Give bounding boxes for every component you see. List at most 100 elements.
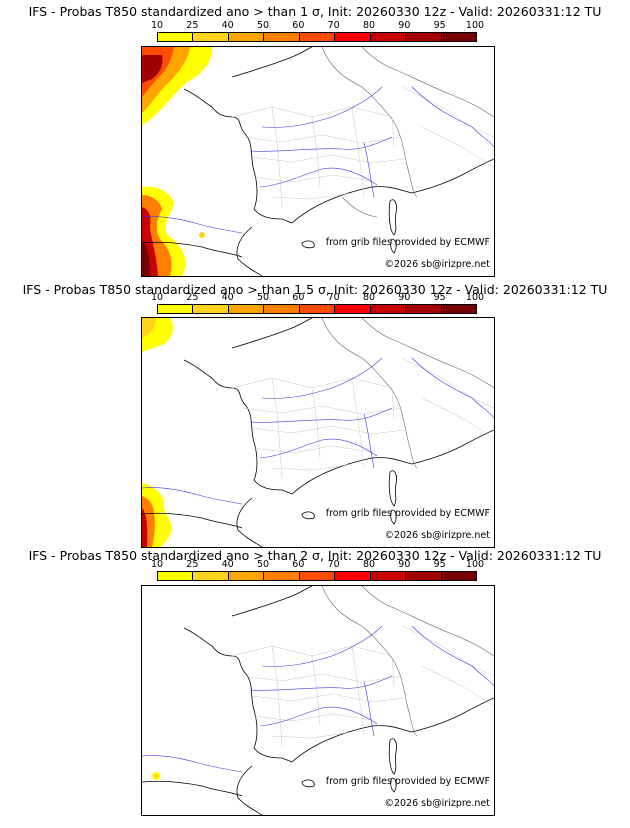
colorbar-segment <box>406 33 442 41</box>
colorbar-segment <box>335 33 371 41</box>
admin-boundaries <box>401 357 494 439</box>
colorbar-tick-label: 95 <box>433 559 446 570</box>
border-line <box>321 318 418 469</box>
colorbar-tick-label: 100 <box>465 20 485 31</box>
colorbar-segment <box>441 305 476 313</box>
colorbar-segment <box>335 305 371 313</box>
map-panel-3: IFS - Probas T850 standardized ano > tha… <box>0 540 630 816</box>
colorbar-tick-label: 50 <box>256 20 270 31</box>
colorbar-tick-label: 70 <box>327 20 340 31</box>
coastline <box>183 627 293 763</box>
colorbar-tick-label: 60 <box>292 292 305 303</box>
colorbar-tick-label: 95 <box>433 292 446 303</box>
panel-title: IFS - Probas T850 standardized ano > tha… <box>22 282 608 297</box>
colorbar-segment <box>406 572 442 580</box>
colorbar-tick-label: 70 <box>327 559 340 570</box>
admin-boundaries <box>231 106 405 208</box>
river <box>411 357 494 419</box>
river <box>259 167 378 188</box>
panel-title: IFS - Probas T850 standardized ano > tha… <box>28 4 602 19</box>
colorbar-segment <box>370 33 407 41</box>
colorbar-tick-label: 100 <box>465 559 485 570</box>
border-line <box>321 586 418 737</box>
island-outline <box>301 240 315 249</box>
colorbar-segment <box>158 305 194 313</box>
map-drawing <box>142 47 494 276</box>
colorbar-segment <box>441 572 476 580</box>
panel-title: IFS - Probas T850 standardized ano > tha… <box>28 548 602 563</box>
colorbar-segment <box>299 33 336 41</box>
colorbar-segment <box>228 572 265 580</box>
colorbar-ticks: 10 25 40 50 60 70 80 90 95 100 <box>151 20 484 32</box>
colorbar-segment <box>264 33 300 41</box>
coastline <box>183 88 293 224</box>
colorbar-segment <box>228 305 265 313</box>
colorbar-tick-label: 10 <box>150 20 164 31</box>
coastline <box>236 226 263 276</box>
coastline <box>291 697 494 763</box>
colorbar-tick-label: 40 <box>221 20 234 31</box>
colorbar-tick-label: 40 <box>221 559 234 570</box>
coastline <box>291 158 494 224</box>
coastline <box>142 780 243 797</box>
admin-boundaries <box>231 645 405 747</box>
river <box>411 86 494 148</box>
river <box>363 681 375 737</box>
colorbar-ticks: 10 25 40 50 60 70 80 90 95 100 <box>151 559 484 571</box>
coastline <box>291 429 494 495</box>
colorbar-tick-label: 70 <box>327 292 340 303</box>
admin-boundaries <box>401 86 494 168</box>
river <box>249 675 393 691</box>
map-drawing <box>142 318 494 547</box>
admin-boundaries <box>231 377 405 479</box>
coastline <box>231 318 313 349</box>
river <box>249 136 393 152</box>
coastline <box>142 512 243 529</box>
colorbar-tick-label: 90 <box>398 20 411 31</box>
river <box>261 86 383 128</box>
border-line <box>361 47 494 118</box>
prob-shade-north <box>142 318 156 338</box>
colorbar-tick-label: 10 <box>150 292 164 303</box>
river <box>259 706 378 727</box>
colorbar-segment <box>299 572 336 580</box>
colorbar-tick-label: 50 <box>256 292 270 303</box>
river <box>142 755 243 773</box>
coastline <box>236 497 263 547</box>
colorbar-segment <box>370 572 407 580</box>
prob-shade-south <box>142 508 148 547</box>
colorbar-tick-label: 90 <box>398 559 411 570</box>
island-outline <box>390 238 397 254</box>
coastline <box>231 586 313 617</box>
coastline <box>236 765 263 815</box>
coastline <box>231 47 313 78</box>
colorbar <box>157 32 477 42</box>
colorbar-tick-label: 100 <box>465 292 485 303</box>
source-credit: from grib files provided by ECMWF <box>325 237 490 248</box>
colorbar-tick-label: 40 <box>221 292 234 303</box>
river <box>411 625 494 687</box>
prob-shade-south <box>142 242 150 276</box>
colorbar-segment <box>335 572 371 580</box>
map-panel-2: IFS - Probas T850 standardized ano > tha… <box>0 270 630 548</box>
colorbar-segment <box>299 305 336 313</box>
map-panel-1: IFS - Probas T850 standardized ano > tha… <box>0 0 630 277</box>
island-outline <box>388 470 397 507</box>
colorbar-segment <box>370 305 407 313</box>
colorbar-segment <box>264 305 300 313</box>
river <box>261 357 383 399</box>
map-frame: from grib files provided by ECMWF ©2026 … <box>141 585 495 816</box>
colorbar-segment <box>406 305 442 313</box>
island-outline <box>301 511 315 520</box>
colorbar-tick-label: 25 <box>186 20 199 31</box>
map-frame: from grib files provided by ECMWF ©2026 … <box>141 317 495 548</box>
colorbar-tick-label: 80 <box>362 559 376 570</box>
island-outline <box>388 738 397 775</box>
colorbar-tick-label: 60 <box>292 20 305 31</box>
copyright-credit: ©2026 sb@irizpre.net <box>384 259 490 270</box>
colorbar-segment <box>158 33 194 41</box>
colorbar-segment <box>158 572 194 580</box>
border-line <box>321 47 418 198</box>
prob-shade-north <box>142 55 163 83</box>
prob-spot <box>154 774 158 778</box>
